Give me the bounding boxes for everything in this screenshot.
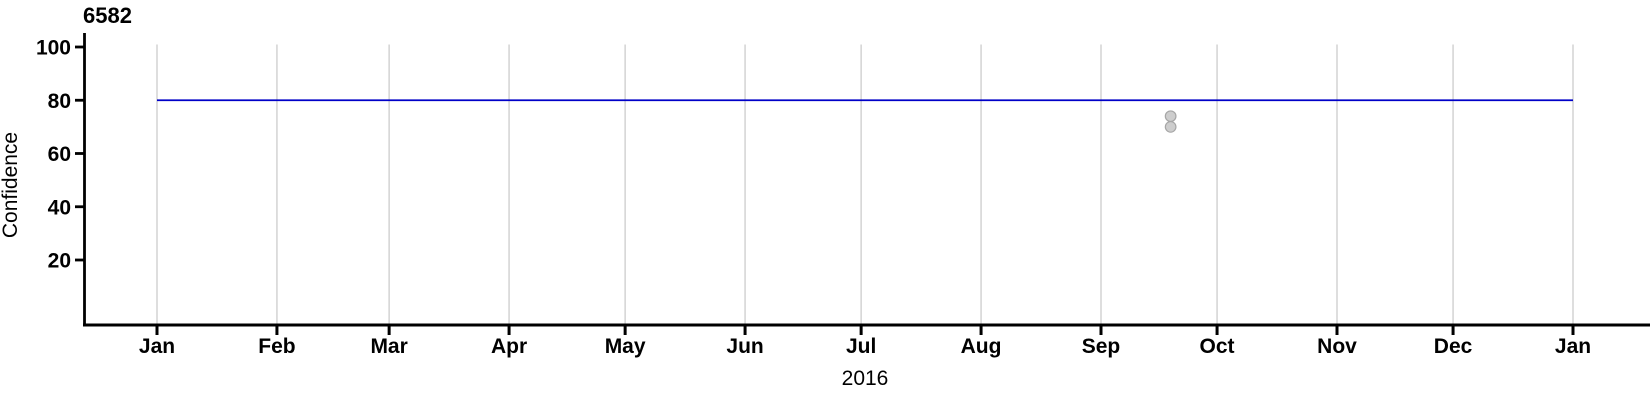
x-tick-label-may: May xyxy=(605,335,646,358)
x-axis-label: 2016 xyxy=(841,367,889,390)
x-tick-label-mar: Mar xyxy=(370,335,407,358)
x-tick-label-sep: Sep xyxy=(1082,335,1121,358)
y-tick-label-40: 40 xyxy=(48,196,71,219)
x-tick-label-nov: Nov xyxy=(1317,335,1357,358)
y-tick-label-20: 20 xyxy=(48,250,71,273)
x-tick-label-jul: Jul xyxy=(846,335,876,358)
chart-title: 6582 xyxy=(83,3,132,28)
x-tick-label-apr: Apr xyxy=(491,335,527,358)
data-point xyxy=(1164,120,1177,133)
x-tick-label-dec: Dec xyxy=(1434,335,1473,358)
y-tick-label-100: 100 xyxy=(36,37,71,60)
y-axis-label: Confidence xyxy=(0,131,22,239)
x-tick-label-feb: Feb xyxy=(258,335,295,358)
y-tick-label-80: 80 xyxy=(48,90,71,113)
x-tick-label-jun: Jun xyxy=(726,335,763,358)
x-tick-label-jan: Jan xyxy=(1555,335,1591,358)
x-tick-label-aug: Aug xyxy=(961,335,1002,358)
data-point xyxy=(1164,110,1177,123)
x-tick-label-jan: Jan xyxy=(139,335,175,358)
y-tick-label-60: 60 xyxy=(48,143,71,166)
x-tick-label-oct: Oct xyxy=(1200,335,1235,358)
